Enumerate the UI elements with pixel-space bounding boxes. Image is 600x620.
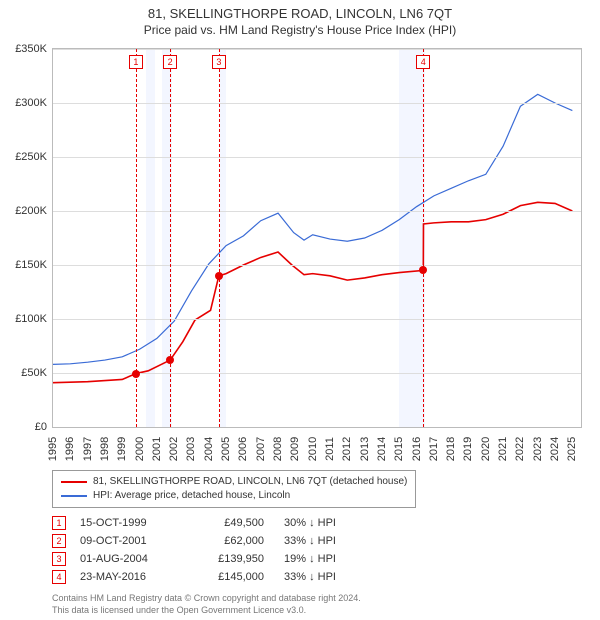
- x-tick: 2020: [480, 437, 492, 461]
- x-tick: 2004: [203, 437, 215, 461]
- x-tick: 1995: [47, 437, 59, 461]
- x-tick: 2010: [307, 437, 319, 461]
- x-tick: 2011: [324, 437, 336, 461]
- y-tick: £100K: [3, 313, 47, 325]
- y-tick: £150K: [3, 259, 47, 271]
- x-tick: 2014: [376, 437, 388, 461]
- sale-flag-1: 1: [129, 55, 143, 69]
- x-tick: 2022: [514, 437, 526, 461]
- x-tick: 2003: [185, 437, 197, 461]
- x-tick: 2019: [462, 437, 474, 461]
- x-tick: 2015: [393, 437, 405, 461]
- y-tick: £200K: [3, 205, 47, 217]
- price-chart: £0£50K£100K£150K£200K£250K£300K£350K1995…: [52, 48, 582, 428]
- chart-legend: 81, SKELLINGTHORPE ROAD, LINCOLN, LN6 7Q…: [52, 470, 416, 508]
- x-tick: 2025: [566, 437, 578, 461]
- sale-flag-2: 2: [163, 55, 177, 69]
- x-tick: 2012: [341, 437, 353, 461]
- x-tick: 1998: [99, 437, 111, 461]
- sale-flag-4: 4: [416, 55, 430, 69]
- x-tick: 2007: [255, 437, 267, 461]
- x-tick: 1996: [64, 437, 76, 461]
- footer-attribution: Contains HM Land Registry data © Crown c…: [52, 592, 361, 616]
- x-tick: 2013: [359, 437, 371, 461]
- y-tick: £350K: [3, 43, 47, 55]
- page-subtitle: Price paid vs. HM Land Registry's House …: [0, 21, 600, 37]
- x-tick: 2009: [289, 437, 301, 461]
- legend-item-1: HPI: Average price, detached house, Linc…: [93, 489, 290, 503]
- table-row: 301-AUG-2004£139,95019% ↓ HPI: [52, 550, 364, 568]
- table-row: 423-MAY-2016£145,00033% ↓ HPI: [52, 568, 364, 586]
- sales-table: 115-OCT-1999£49,50030% ↓ HPI209-OCT-2001…: [52, 514, 364, 586]
- table-row: 115-OCT-1999£49,50030% ↓ HPI: [52, 514, 364, 532]
- x-tick: 2001: [151, 437, 163, 461]
- sale-flag-3: 3: [212, 55, 226, 69]
- x-tick: 2024: [549, 437, 561, 461]
- x-tick: 1999: [116, 437, 128, 461]
- table-row: 209-OCT-2001£62,00033% ↓ HPI: [52, 532, 364, 550]
- y-tick: £50K: [3, 367, 47, 379]
- x-tick: 2008: [272, 437, 284, 461]
- x-tick: 2005: [220, 437, 232, 461]
- x-tick: 2021: [497, 437, 509, 461]
- y-tick: £300K: [3, 97, 47, 109]
- x-tick: 2000: [134, 437, 146, 461]
- y-tick: £250K: [3, 151, 47, 163]
- x-tick: 2023: [532, 437, 544, 461]
- x-tick: 2017: [428, 437, 440, 461]
- x-tick: 2002: [168, 437, 180, 461]
- x-tick: 1997: [82, 437, 94, 461]
- x-tick: 2018: [445, 437, 457, 461]
- x-tick: 2006: [237, 437, 249, 461]
- x-tick: 2016: [411, 437, 423, 461]
- page-title: 81, SKELLINGTHORPE ROAD, LINCOLN, LN6 7Q…: [0, 0, 600, 21]
- legend-item-0: 81, SKELLINGTHORPE ROAD, LINCOLN, LN6 7Q…: [93, 475, 407, 489]
- y-tick: £0: [3, 421, 47, 433]
